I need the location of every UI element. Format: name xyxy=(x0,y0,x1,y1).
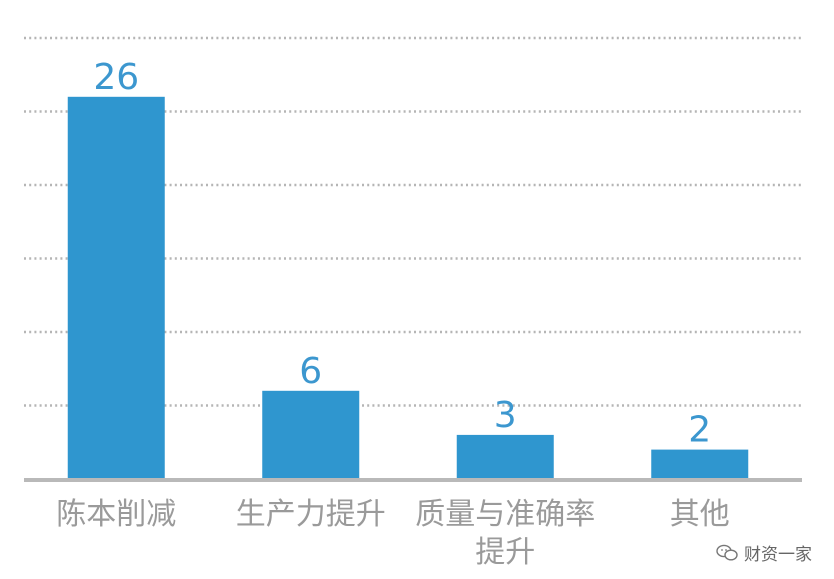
x-tick-labels: 陈本削减 生产力提升 质量与准确率提升 其他 xyxy=(56,497,730,570)
data-labels: 26 6 3 2 xyxy=(93,57,711,451)
data-label: 6 xyxy=(299,351,322,392)
x-tick-label: 质量与准确率提升 xyxy=(415,497,595,570)
x-tick-label: 其他 xyxy=(670,497,730,532)
bar xyxy=(262,390,360,479)
bars xyxy=(67,96,749,480)
bar xyxy=(456,434,554,479)
x-tick-label: 生产力提升 xyxy=(236,497,386,532)
x-tick-label: 陈本削减 xyxy=(56,497,176,532)
data-label: 2 xyxy=(688,410,711,451)
bar xyxy=(67,96,165,480)
bar xyxy=(651,449,749,479)
data-label: 3 xyxy=(494,395,517,436)
watermark-text: 财资一家 xyxy=(744,545,812,565)
data-label: 26 xyxy=(93,57,139,98)
watermark: 财资一家 xyxy=(716,540,812,565)
wechat-icon xyxy=(716,544,738,561)
